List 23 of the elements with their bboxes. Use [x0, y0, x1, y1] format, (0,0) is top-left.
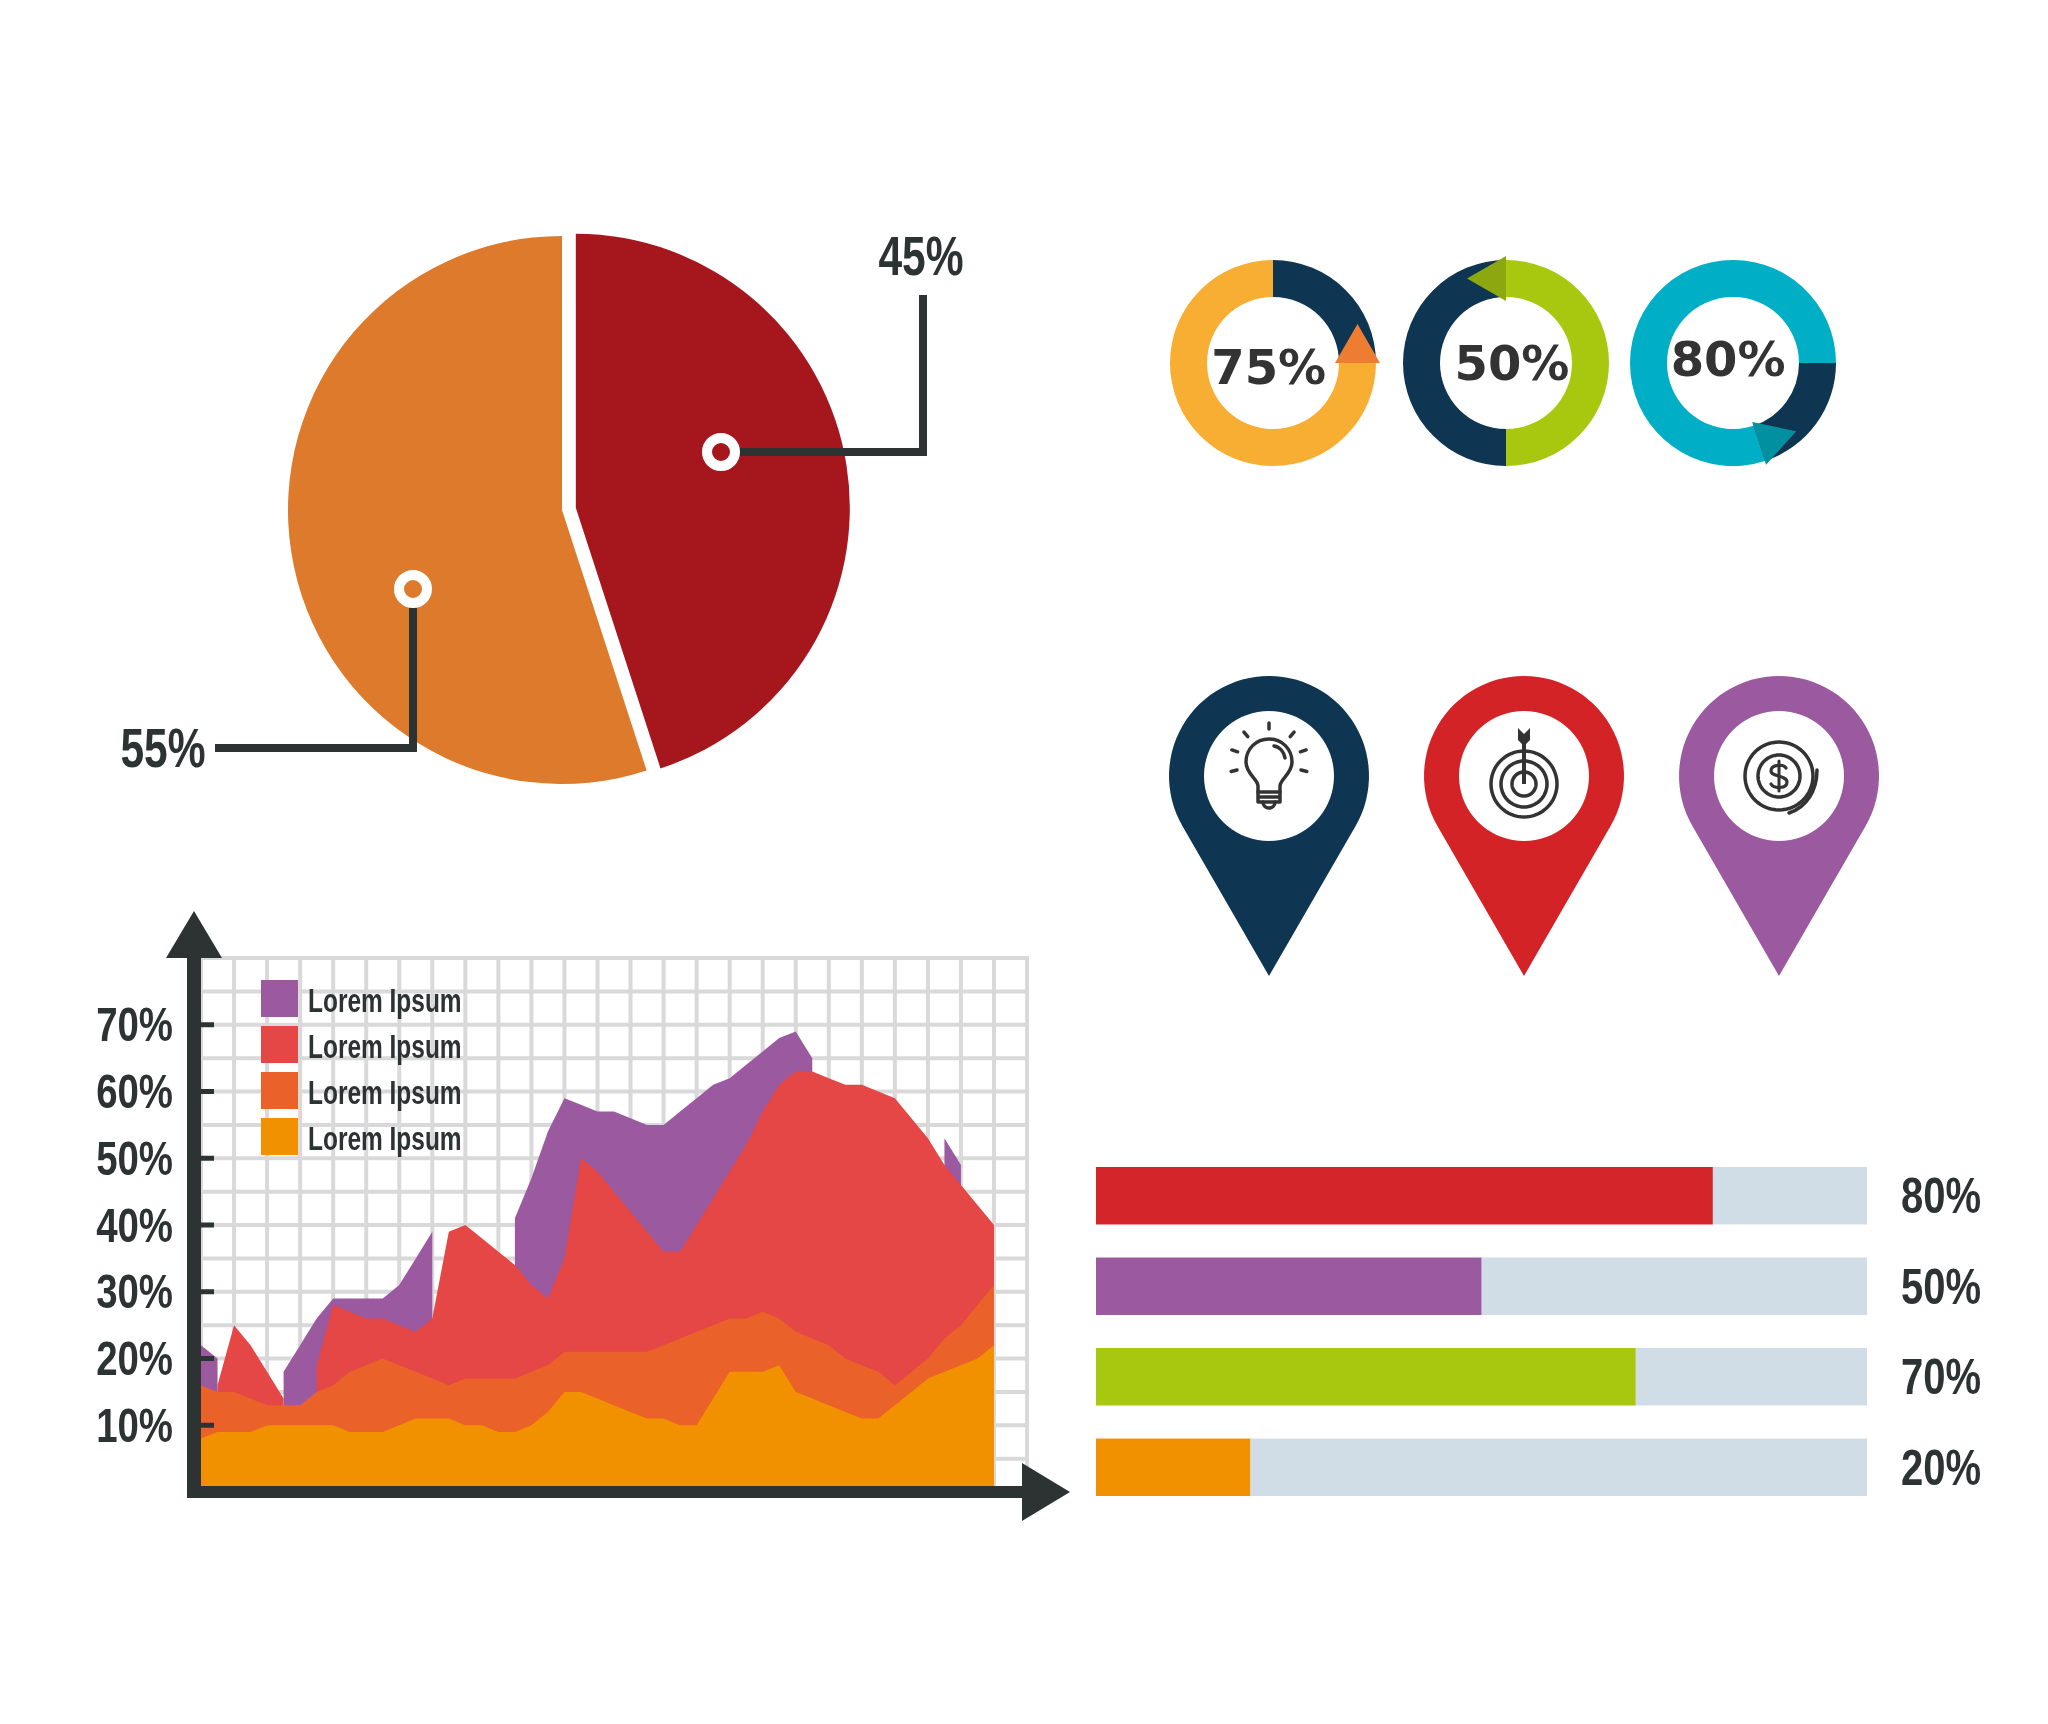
y-tick-label: 60%	[96, 1065, 173, 1118]
data-label: 50%	[1454, 335, 1570, 391]
bar	[1096, 1438, 1251, 1496]
y-tick-label: 50%	[96, 1131, 173, 1185]
legend-label: Lorem Ipsum	[308, 1072, 462, 1110]
y-tick-label: 10%	[96, 1398, 173, 1452]
legend-label: Lorem Ipsum	[308, 980, 462, 1018]
y-tick-label: 20%	[96, 1332, 173, 1385]
data-label: 20%	[1901, 1439, 1982, 1496]
data-label: 45%	[878, 224, 964, 288]
data-label: 70%	[1901, 1348, 1982, 1405]
y-tick-label: 30%	[96, 1265, 173, 1319]
data-label: 80%	[1901, 1167, 1982, 1224]
y-tick-label: 40%	[96, 1198, 173, 1252]
data-label: 75%	[1211, 339, 1327, 396]
donut-slice	[1630, 260, 1836, 466]
data-label: 55%	[120, 716, 206, 780]
y-tick-label: 70%	[96, 998, 173, 1052]
legend-label: Lorem Ipsum	[308, 1118, 462, 1156]
donut-slice	[1170, 260, 1376, 466]
data-label: 80%	[1670, 331, 1786, 388]
legend-label: Lorem Ipsum	[308, 1026, 462, 1064]
data-label: 50%	[1901, 1258, 1982, 1315]
